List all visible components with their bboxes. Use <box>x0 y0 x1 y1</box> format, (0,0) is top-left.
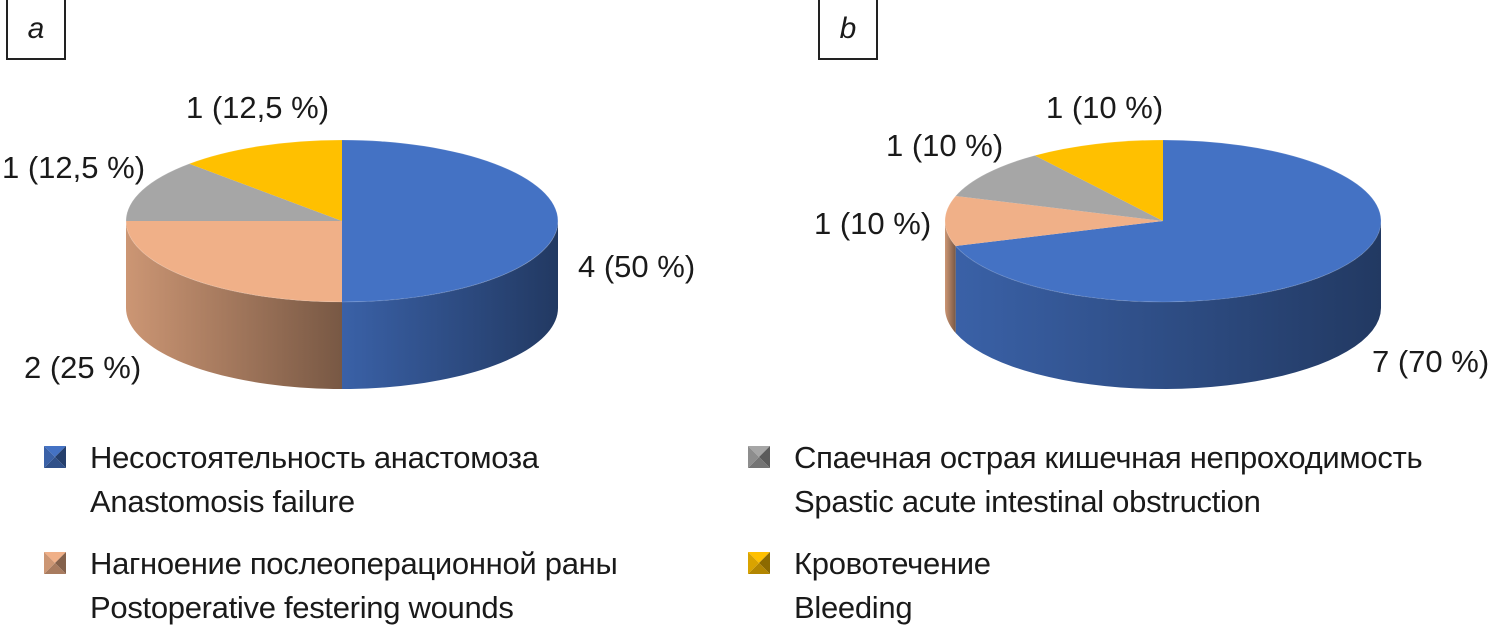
panel-label-a-text: a <box>27 12 45 45</box>
legend-label-ru: Спаечная острая кишечная непроходимость <box>794 440 1423 475</box>
legend-label-ru: Несостоятельность анастомоза <box>90 440 539 475</box>
legend-label-ru: Нагноение послеоперационной раны <box>90 546 618 581</box>
legend-item-obstruction: Спаечная острая кишечная непроходимость S… <box>748 436 1423 524</box>
pie-chart-a <box>125 139 559 389</box>
legend-label-en: Spastic acute intestinal obstruction <box>794 484 1261 519</box>
pie-slice-b-anastomosis <box>955 140 1382 302</box>
legend-swatch-bleeding <box>748 552 770 574</box>
data-label-b-obstruction: 1 (10 %) <box>886 128 1003 163</box>
pie-side-b-anastomosis <box>955 221 1381 389</box>
pie-rim-b <box>944 139 1382 303</box>
pie-slice-a-obstruction <box>126 163 342 221</box>
legend-swatch-obstruction <box>748 446 770 468</box>
pie-slice-b-bleeding <box>1034 140 1163 221</box>
pie-side-a-anastomosis <box>342 221 558 389</box>
legend-label-ru: Кровотечение <box>794 546 991 581</box>
panel-label-a: a <box>6 0 66 60</box>
legend-item-wound: Нагноение послеоперационной раны Postoper… <box>44 542 618 630</box>
pie-slice-b-obstruction <box>955 155 1163 221</box>
data-label-b-anastomosis: 7 (70 %) <box>1372 344 1489 379</box>
pie-slice-a-bleeding <box>189 140 342 221</box>
pie-slice-a-wound <box>126 221 342 302</box>
legend-swatch-wound <box>44 552 66 574</box>
data-label-b-wound: 1 (10 %) <box>814 206 931 241</box>
pie-slice-a-anastomosis <box>342 140 558 302</box>
pie-charts: 4 (50 %) 2 (25 %) 1 (12,5 %) 1 (12,5 %) … <box>2 90 1489 389</box>
data-label-a-anastomosis: 4 (50 %) <box>578 249 695 284</box>
legend-item-anastomosis: Несостоятельность анастомоза Anastomosis … <box>44 436 539 524</box>
pie-rim-a <box>125 139 559 303</box>
legend-label-en: Anastomosis failure <box>90 484 355 519</box>
legend-swatch-anastomosis <box>44 446 66 468</box>
pie-chart-b <box>944 139 1382 389</box>
data-label-a-wound: 2 (25 %) <box>24 350 141 385</box>
panel-label-b: b <box>818 0 878 60</box>
legend-item-bleeding: Кровотечение Bleeding <box>748 542 991 630</box>
data-label-a-obstruction: 1 (12,5 %) <box>2 150 145 185</box>
legend-label-en: Bleeding <box>794 590 913 625</box>
data-label-a-bleeding: 1 (12,5 %) <box>186 90 329 125</box>
panel-label-b-text: b <box>839 12 857 45</box>
pie-slice-b-wound <box>945 195 1163 247</box>
pie-side-b-wound <box>945 221 956 334</box>
data-label-b-bleeding: 1 (10 %) <box>1046 90 1163 125</box>
legend-label-en: Postoperative festering wounds <box>90 590 514 625</box>
pie-side-a-wound <box>126 221 342 389</box>
